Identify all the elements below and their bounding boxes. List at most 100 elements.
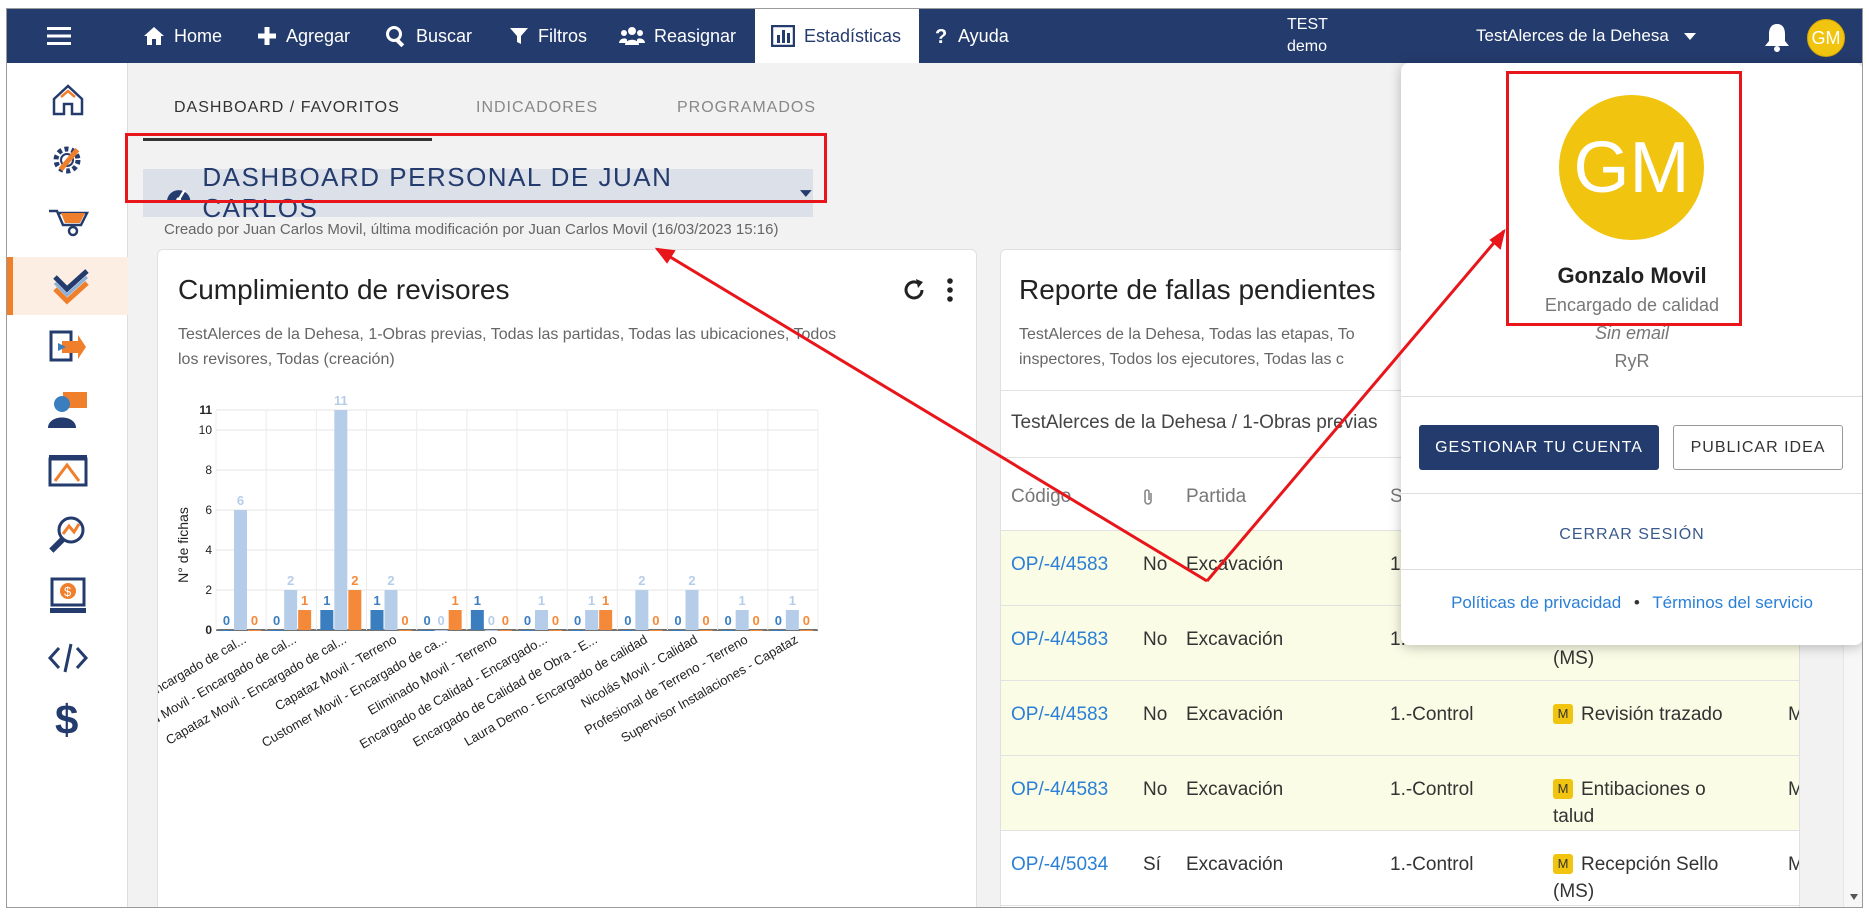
sidebar-item-inspection[interactable] [7,505,128,563]
chart-bar [370,610,384,630]
tab-indicadores[interactable]: INDICADORES [476,99,599,116]
chart-data-label: 11 [334,393,348,408]
report-card-title: Reporte de fallas pendientes [1019,274,1376,305]
chart-bar [298,610,312,630]
chart-data-label: 0 [702,613,709,628]
chart-bar [434,630,448,631]
sidebar-item-plans[interactable] [7,443,128,501]
gear-pencil-icon [53,146,80,174]
divider [1401,569,1862,570]
notifications-button[interactable] [1762,22,1792,57]
chart-bar [234,510,247,630]
easel-plan-icon [48,455,87,487]
sidebar-item-pricing[interactable]: $ [7,689,128,747]
chart-bar [484,630,498,631]
profile-role: Encargado de calidad [1544,295,1720,315]
column-header-s[interactable]: S [1390,486,1403,507]
nav-agregar[interactable]: Agregar [257,9,350,63]
chart-data-label: 0 [725,613,732,628]
row-code-link[interactable]: OP/-4/4583 [1011,554,1109,575]
chart-bar [470,610,484,630]
sidebar-item-settings[interactable] [7,131,128,189]
chart-y-tick-label: 8 [205,463,212,477]
chart-data-label: 0 [401,613,408,628]
kebab-menu-icon [947,278,953,302]
wheelbarrow-icon [48,209,89,237]
row-partida: Excavación [1186,779,1284,800]
privacy-policy-link[interactable]: Políticas de privacidad [1451,593,1622,612]
chart-bar [785,610,799,630]
sidebar-item-wheelbarrow[interactable] [7,191,128,249]
table-row[interactable]: OP/-4/4583 No Excavación 1.-Control M Ent… [1001,756,1799,831]
sidebar-item-home[interactable] [7,71,128,129]
sidebar-item-api[interactable] [7,629,128,687]
row-code-link[interactable]: OP/-4/4583 [1011,779,1109,800]
dashboard-selector[interactable]: DASHBOARD PERSONAL DE JUAN CARLOS [143,162,813,223]
row-extra: M [1788,854,1799,876]
row-code-link[interactable]: OP/-4/5034 [1011,854,1109,875]
chart-data-label: 1 [588,593,595,608]
sidebar-item-import[interactable] [7,319,128,377]
row-attachment: No [1143,629,1168,650]
nav-home[interactable]: Home [143,9,222,63]
project-selector[interactable]: TestAlerces de la Dehesa [1476,9,1697,63]
chart-data-label: 0 [552,613,559,628]
row-attachment: No [1143,704,1168,725]
nav-reasignar[interactable]: Reasignar [619,9,736,63]
chart-data-label: 0 [424,613,431,628]
refresh-button[interactable] [902,278,926,307]
bell-icon [1765,24,1789,52]
row-partida: Excavación [1186,554,1284,575]
nav-ayuda[interactable]: ? Ayuda [935,9,1009,63]
active-tab-indicator [143,138,432,141]
nav-estadisticas[interactable]: Estadísticas [755,9,919,63]
manage-account-button[interactable]: GESTIONAR TU CUENTA [1419,425,1659,470]
chart-y-tick-label: 0 [205,623,212,637]
row-code-link[interactable]: OP/-4/4583 [1011,704,1109,725]
terms-of-service-link[interactable]: Términos del servicio [1652,593,1813,612]
environment-label: TEST demo [1287,14,1328,58]
chart-y-tick-label: 2 [205,583,212,597]
chart-data-label: 0 [652,613,659,628]
sidebar-item-statistics[interactable] [7,257,128,315]
chart-bar [334,410,348,630]
home-icon [144,27,164,45]
severity-badge: M [1553,854,1573,874]
column-header-partida[interactable]: Partida [1186,486,1247,507]
profile-company: RyR [1614,351,1650,371]
hamburger-menu-button[interactable] [47,9,71,63]
sidebar-item-users[interactable] [7,381,128,439]
nav-buscar[interactable]: Buscar [385,9,472,63]
scroll-down-arrow-icon[interactable] [1849,893,1859,901]
annotation-arrows [654,228,1506,583]
chart-bar [498,630,512,631]
app-window: Home Agregar Buscar Filtros Reasignar Es… [6,8,1863,908]
publish-idea-button[interactable]: PUBLICAR IDEA [1673,425,1843,470]
chart-bar [621,630,635,631]
logout-button[interactable]: CERRAR SESIÓN [1559,526,1705,543]
more-options-button[interactable] [946,278,954,307]
plus-icon [258,27,276,45]
sidebar-item-billing[interactable]: $ [7,567,128,625]
row-code-link[interactable]: OP/-4/4583 [1011,629,1109,650]
import-arrow-icon [49,330,86,362]
chart-bar [771,630,785,631]
chart-bar [398,630,412,631]
chart-data-label: 1 [739,593,746,608]
search-icon [386,26,405,47]
row-extra: M [1788,704,1799,726]
table-row[interactable]: OP/-4/5034 Sí Excavación 1.-Control M Rec… [1001,831,1799,906]
chart-bar [384,590,398,630]
chart-data-label: 0 [753,613,760,628]
chart-card-title: Cumplimiento de revisores [178,274,510,305]
tab-programados[interactable]: PROGRAMADOS [677,99,817,116]
chart-data-label: 1 [373,593,380,608]
double-check-icon [52,269,89,305]
table-row[interactable]: OP/-4/4583 No Excavación 1.-Control M Rev… [1001,681,1799,756]
tab-dashboard-favoritos[interactable]: DASHBOARD / FAVORITOS [174,99,400,116]
user-avatar-button[interactable]: GM [1807,19,1845,57]
chart-data-label: 1 [323,593,330,608]
chart-data-label: 0 [775,613,782,628]
nav-filtros[interactable]: Filtros [509,9,587,63]
caret-down-icon [1683,33,1696,40]
